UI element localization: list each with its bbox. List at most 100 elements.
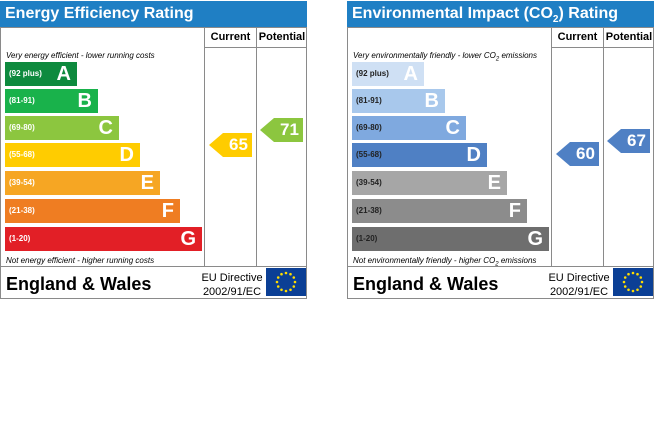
env-band-a: (92 plus) A	[352, 62, 424, 86]
energy-band-f-range: (21-38)	[9, 206, 35, 215]
energy-footer-rule	[1, 266, 306, 267]
eu-star	[631, 289, 635, 293]
energy-chart-frame: Current Potential Very energy efficient …	[0, 27, 307, 299]
env-band-f: (21-38) F	[352, 199, 527, 223]
eu-star	[275, 280, 279, 284]
env-bottom-note-suffix: emissions	[498, 256, 537, 265]
energy-eu-directive: EU Directive 2002/91/EC	[197, 271, 267, 299]
eu-star	[622, 280, 626, 284]
energy-band-c-range: (69-80)	[9, 123, 35, 132]
eu-star	[639, 276, 643, 279]
env-divider-current	[551, 28, 552, 266]
env-country-label: England & Wales	[353, 274, 499, 294]
env-band-c: (69-80) C	[352, 116, 466, 140]
energy-band-c: (69-80) C	[5, 116, 119, 140]
energy-potential-rating: 71	[260, 118, 303, 142]
eu-star	[627, 272, 630, 276]
env-directive-line1: EU Directive	[548, 272, 610, 284]
env-band-b: (81-91) B	[352, 89, 445, 113]
env-eu-directive: EU Directive 2002/91/EC	[544, 271, 614, 299]
env-band-d-range: (55-68)	[356, 150, 382, 159]
energy-current-header: Current	[210, 31, 251, 43]
env-directive-line2: 2002/91/EC	[549, 286, 609, 298]
eu-star	[284, 289, 288, 293]
energy-band-a-range: (92 plus)	[9, 69, 42, 78]
eu-star	[631, 271, 635, 275]
env-footer-rule	[348, 266, 653, 267]
energy-current-value: 65	[229, 135, 248, 154]
energy-band-g-letter: G	[180, 228, 196, 250]
env-band-a-range: (92 plus)	[356, 69, 389, 78]
energy-current-rating: 65	[209, 133, 252, 157]
eu-star	[623, 285, 627, 288]
energy-potential-arrow	[260, 118, 303, 142]
env-title-prefix: Environmental Impact (CO	[352, 5, 553, 22]
env-panel-title: Environmental Impact (CO2) Rating	[347, 1, 654, 27]
energy-band-e: (39-54) E	[5, 171, 160, 195]
eu-star	[627, 288, 630, 292]
energy-country-label: England & Wales	[6, 274, 152, 294]
eu-flag-icon	[266, 268, 306, 296]
energy-band-c-letter: C	[98, 117, 113, 139]
energy-directive-line2: 2002/91/EC	[202, 286, 262, 298]
env-top-note-suffix: emissions	[499, 51, 538, 60]
energy-divider-potential	[256, 28, 257, 266]
env-band-g: (1-20) G	[352, 227, 549, 251]
env-title-sub: 2	[552, 14, 559, 26]
env-header-rule	[551, 47, 654, 48]
energy-bottom-note: Not energy efficient - higher running co…	[6, 256, 155, 265]
env-potential-value: 67	[627, 131, 646, 150]
env-top-note: Very environmentally friendly - lower CO…	[353, 51, 537, 63]
env-bottom-note-sub: 2	[495, 261, 499, 268]
env-bottom-note: Not environmentally friendly - higher CO…	[353, 256, 536, 268]
energy-divider-current	[204, 28, 205, 266]
energy-efficiency-panel: Energy Efficiency Rating Current Potenti…	[0, 1, 307, 299]
env-band-e: (39-54) E	[352, 171, 507, 195]
eu-star	[639, 285, 643, 288]
eu-star	[292, 285, 296, 288]
env-band-c-range: (69-80)	[356, 123, 382, 132]
eu-star	[276, 285, 280, 288]
env-band-b-letter: B	[424, 90, 439, 112]
env-band-f-range: (21-38)	[356, 206, 382, 215]
eu-flag-icon	[613, 268, 653, 296]
energy-band-g-range: (1-20)	[9, 234, 31, 243]
env-band-a-letter: A	[403, 63, 418, 85]
env-band-c-letter: C	[445, 117, 460, 139]
eu-star	[636, 272, 639, 276]
env-current-rating: 60	[556, 142, 599, 166]
energy-top-note: Very energy efficient - lower running co…	[6, 51, 155, 60]
eu-star	[292, 276, 296, 279]
energy-band-e-letter: E	[140, 172, 154, 194]
eu-star	[280, 272, 283, 276]
energy-band-f-letter: F	[161, 200, 174, 222]
energy-band-e-range: (39-54)	[9, 178, 35, 187]
energy-band-g: (1-20) G	[5, 227, 202, 251]
energy-panel-title: Energy Efficiency Rating	[0, 1, 307, 27]
eu-star	[636, 288, 639, 292]
env-band-f-letter: F	[508, 200, 521, 222]
energy-band-a-letter: A	[56, 63, 71, 85]
energy-band-b-range: (81-91)	[9, 96, 35, 105]
env-top-note-sub: 2	[495, 56, 500, 63]
env-band-d-letter: D	[466, 144, 481, 166]
environmental-impact-panel: Environmental Impact (CO2) Rating Curren…	[347, 1, 654, 299]
eu-star	[284, 271, 288, 275]
energy-band-d-letter: D	[119, 144, 134, 166]
env-current-value: 60	[576, 144, 595, 163]
eu-star	[623, 276, 627, 279]
eu-star	[293, 280, 297, 284]
env-band-b-range: (81-91)	[356, 96, 382, 105]
env-potential-rating: 67	[607, 129, 650, 153]
env-bottom-note-prefix: Not environmentally friendly - higher CO	[353, 256, 496, 265]
energy-band-a: (92 plus) A	[5, 62, 77, 86]
eu-star	[640, 280, 644, 284]
env-band-e-range: (39-54)	[356, 178, 382, 187]
env-band-g-range: (1-20)	[356, 234, 378, 243]
eu-star	[289, 288, 292, 292]
env-top-note-prefix: Very environmentally friendly - lower CO	[353, 51, 496, 60]
eu-star	[280, 288, 283, 292]
energy-directive-line1: EU Directive	[201, 272, 263, 284]
env-potential-arrow	[607, 129, 650, 153]
eu-star	[289, 272, 292, 276]
